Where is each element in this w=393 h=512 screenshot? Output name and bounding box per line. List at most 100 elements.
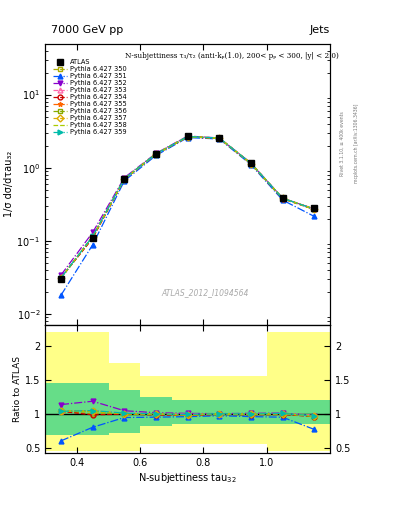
ATLAS	[249, 160, 253, 166]
Pythia 6.427 358	[217, 135, 222, 141]
Pythia 6.427 359	[154, 151, 158, 157]
Pythia 6.427 353	[280, 195, 285, 201]
Pythia 6.427 356	[154, 151, 158, 157]
Pythia 6.427 356	[59, 275, 63, 281]
Pythia 6.427 359	[90, 233, 95, 240]
Text: Jets: Jets	[310, 25, 330, 35]
Pythia 6.427 350	[185, 134, 190, 140]
Pythia 6.427 354	[154, 152, 158, 158]
Pythia 6.427 351	[122, 178, 127, 184]
Pythia 6.427 352	[122, 175, 127, 181]
ATLAS	[312, 205, 317, 211]
ATLAS	[90, 234, 95, 241]
Pythia 6.427 353	[90, 233, 95, 240]
Pythia 6.427 353	[217, 135, 222, 141]
Line: Pythia 6.427 359: Pythia 6.427 359	[59, 134, 317, 281]
Pythia 6.427 357	[280, 195, 285, 201]
Pythia 6.427 353	[122, 176, 127, 182]
Pythia 6.427 355	[185, 134, 190, 140]
Pythia 6.427 357	[90, 233, 95, 240]
Line: Pythia 6.427 354: Pythia 6.427 354	[59, 135, 317, 281]
Legend: ATLAS, Pythia 6.427 350, Pythia 6.427 351, Pythia 6.427 352, Pythia 6.427 353, P: ATLAS, Pythia 6.427 350, Pythia 6.427 35…	[51, 58, 128, 137]
Pythia 6.427 359	[122, 176, 127, 182]
X-axis label: N-subjettiness tau$_{32}$: N-subjettiness tau$_{32}$	[138, 471, 237, 485]
Pythia 6.427 356	[249, 160, 253, 166]
Pythia 6.427 350	[312, 206, 317, 212]
Y-axis label: 1/σ dσ/dτau₃₂: 1/σ dσ/dτau₃₂	[4, 151, 14, 218]
Pythia 6.427 357	[185, 134, 190, 140]
Y-axis label: Ratio to ATLAS: Ratio to ATLAS	[13, 356, 22, 422]
Pythia 6.427 350	[154, 151, 158, 157]
Pythia 6.427 359	[312, 206, 317, 212]
Pythia 6.427 351	[90, 242, 95, 248]
Text: Rivet 3.1.10, ≥ 400k events: Rivet 3.1.10, ≥ 400k events	[340, 111, 345, 176]
Pythia 6.427 359	[280, 195, 285, 201]
Pythia 6.427 350	[122, 176, 127, 182]
Pythia 6.427 357	[154, 151, 158, 157]
Pythia 6.427 355	[154, 151, 158, 157]
Pythia 6.427 356	[90, 233, 95, 240]
Pythia 6.427 356	[122, 176, 127, 182]
Pythia 6.427 354	[59, 275, 63, 281]
Pythia 6.427 358	[185, 134, 190, 140]
Pythia 6.427 352	[59, 272, 63, 278]
Pythia 6.427 353	[185, 133, 190, 139]
Pythia 6.427 354	[217, 135, 222, 141]
Pythia 6.427 355	[90, 233, 95, 240]
ATLAS	[185, 133, 190, 139]
Text: N-subjettiness τ₃/τ₂ (anti-kₚ(1.0), 200< pₚ < 300, |y| < 2.0): N-subjettiness τ₃/τ₂ (anti-kₚ(1.0), 200<…	[125, 52, 339, 60]
Pythia 6.427 357	[59, 275, 63, 281]
Pythia 6.427 352	[217, 135, 222, 141]
Pythia 6.427 355	[59, 275, 63, 281]
Line: Pythia 6.427 356: Pythia 6.427 356	[59, 134, 317, 281]
Pythia 6.427 350	[217, 135, 222, 141]
Line: Pythia 6.427 355: Pythia 6.427 355	[59, 134, 317, 281]
Pythia 6.427 352	[90, 229, 95, 236]
Pythia 6.427 354	[280, 196, 285, 202]
Pythia 6.427 355	[312, 206, 317, 212]
Pythia 6.427 350	[59, 275, 63, 281]
Pythia 6.427 352	[249, 160, 253, 166]
Pythia 6.427 355	[122, 176, 127, 182]
Pythia 6.427 357	[217, 135, 222, 141]
Pythia 6.427 355	[249, 160, 253, 166]
Line: Pythia 6.427 352: Pythia 6.427 352	[59, 134, 317, 278]
Pythia 6.427 352	[154, 151, 158, 157]
Pythia 6.427 352	[185, 133, 190, 139]
Pythia 6.427 351	[59, 292, 63, 298]
Line: Pythia 6.427 350: Pythia 6.427 350	[59, 134, 317, 281]
Pythia 6.427 354	[185, 134, 190, 140]
Pythia 6.427 354	[90, 235, 95, 241]
Line: Pythia 6.427 353: Pythia 6.427 353	[59, 134, 317, 281]
ATLAS	[154, 151, 158, 157]
Pythia 6.427 358	[312, 206, 317, 212]
ATLAS	[217, 135, 222, 141]
Pythia 6.427 358	[59, 275, 63, 281]
Pythia 6.427 351	[154, 153, 158, 159]
Pythia 6.427 359	[59, 275, 63, 281]
Text: ATLAS_2012_I1094564: ATLAS_2012_I1094564	[161, 288, 248, 297]
Pythia 6.427 356	[280, 195, 285, 201]
Pythia 6.427 355	[217, 135, 222, 141]
Pythia 6.427 350	[280, 195, 285, 201]
Line: Pythia 6.427 351: Pythia 6.427 351	[59, 135, 317, 297]
Pythia 6.427 357	[312, 206, 317, 212]
Pythia 6.427 358	[154, 151, 158, 157]
Pythia 6.427 358	[280, 195, 285, 201]
Pythia 6.427 356	[312, 206, 317, 212]
Pythia 6.427 358	[249, 160, 253, 166]
Pythia 6.427 350	[249, 160, 253, 166]
Pythia 6.427 357	[122, 176, 127, 182]
ATLAS	[59, 276, 63, 282]
Pythia 6.427 354	[249, 161, 253, 167]
Pythia 6.427 352	[280, 195, 285, 201]
Pythia 6.427 354	[122, 176, 127, 182]
Pythia 6.427 351	[185, 135, 190, 141]
Text: mcplots.cern.ch [arXiv:1306.3436]: mcplots.cern.ch [arXiv:1306.3436]	[354, 103, 359, 183]
Pythia 6.427 358	[90, 233, 95, 240]
Pythia 6.427 359	[185, 134, 190, 140]
ATLAS	[122, 176, 127, 182]
Pythia 6.427 353	[312, 206, 317, 212]
ATLAS	[280, 195, 285, 201]
Pythia 6.427 352	[312, 206, 317, 212]
